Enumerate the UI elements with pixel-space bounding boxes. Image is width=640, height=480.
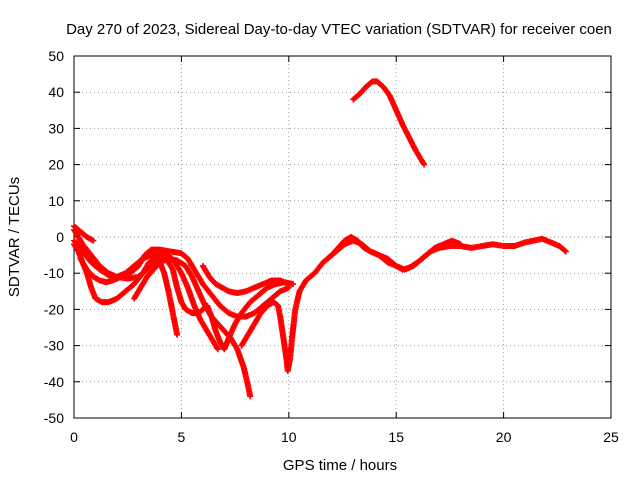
y-tick-label: 10 (48, 193, 64, 209)
data-point-marker (421, 161, 428, 168)
series-arc-f (131, 255, 254, 400)
x-tick-label: 5 (178, 429, 186, 445)
y-tick-label: -20 (44, 301, 64, 317)
x-tick-label: 15 (388, 429, 404, 445)
x-tick-label: 20 (496, 429, 512, 445)
y-tick-label: 30 (48, 120, 64, 136)
data-series (71, 78, 569, 400)
data-point-marker (457, 241, 464, 248)
grid (74, 56, 611, 418)
series-arc-i (238, 234, 569, 374)
y-axis-label: SDTVAR / TECUs (6, 177, 23, 297)
series-arc-h (204, 279, 297, 353)
series-arc-j (324, 237, 464, 273)
y-tick-label: 40 (48, 84, 64, 100)
data-point-marker (562, 248, 569, 255)
y-tick-label: -50 (44, 410, 64, 426)
series-arc-e (77, 246, 292, 320)
y-tick-label: 50 (48, 48, 64, 64)
x-tick-label: 10 (281, 429, 297, 445)
x-tick-label: 25 (603, 429, 619, 445)
tick-labels: -50 -40 -30 -20 -10 0 10 20 30 40 50 0 5 10 15 20 25 (44, 48, 619, 445)
data-point-marker (198, 307, 205, 314)
series-arc-d (71, 241, 181, 338)
y-tick-label: -30 (44, 338, 64, 354)
chart-title: Day 270 of 2023, Sidereal Day-to-day VTE… (66, 21, 612, 38)
x-tick-label: 0 (70, 429, 78, 445)
y-tick-label: 20 (48, 157, 64, 173)
y-tick-label: 0 (56, 229, 64, 245)
x-axis-label: GPS time / hours (283, 457, 397, 474)
data-point-marker (174, 331, 181, 338)
data-point-marker (90, 237, 97, 244)
data-point-marker (561, 247, 568, 254)
plot-frame (73, 55, 612, 419)
y-tick-label: -40 (44, 374, 64, 390)
data-point-marker (214, 346, 221, 353)
data-point-marker (247, 393, 254, 400)
series-arc-k (350, 78, 428, 168)
y-tick-label: -10 (44, 265, 64, 281)
data-point-marker (290, 281, 297, 288)
